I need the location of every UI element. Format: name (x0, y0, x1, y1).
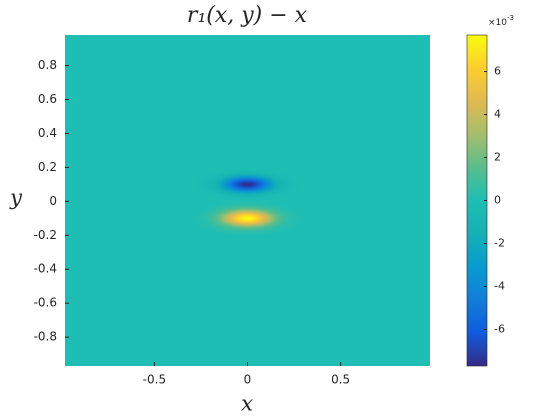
colorbar-tick-label: 6 (494, 65, 501, 78)
y-tick-label: -0.4 (34, 262, 57, 276)
y-tick-label: -0.2 (34, 228, 57, 242)
chart-title: r₁(x, y) − x (187, 3, 308, 28)
peak (195, 201, 300, 236)
colorbar-tick-label: 0 (494, 194, 501, 207)
colorbar-scale: ×10-3 (488, 14, 514, 28)
colorbar-tick-label: -2 (494, 236, 505, 249)
y-tick-label: 0.2 (38, 160, 57, 174)
colorbar-tick-label: 2 (494, 151, 501, 164)
y-tick-label: 0.4 (38, 126, 57, 140)
scale-exponent: -3 (507, 14, 514, 22)
y-tick-label: 0.6 (38, 92, 57, 106)
peak (195, 167, 300, 202)
colorbar-tick-label: 4 (494, 108, 501, 121)
y-axis-label: y (9, 186, 23, 210)
y-tick-label: 0 (49, 194, 57, 208)
x-tick-label: 0 (244, 373, 252, 387)
colorbar-tick-label: -4 (494, 279, 505, 292)
field (65, 35, 430, 366)
colorbar-tick-label: -6 (494, 322, 505, 335)
x-tick-label: -0.5 (143, 373, 166, 387)
x-tick-label: 0.5 (331, 373, 350, 387)
scale-base: ×10 (488, 18, 507, 28)
y-tick-label: -0.8 (34, 330, 57, 344)
x-axis-label: x (241, 392, 253, 416)
y-tick-label: -0.6 (34, 296, 57, 310)
y-tick-label: 0.8 (38, 58, 57, 72)
